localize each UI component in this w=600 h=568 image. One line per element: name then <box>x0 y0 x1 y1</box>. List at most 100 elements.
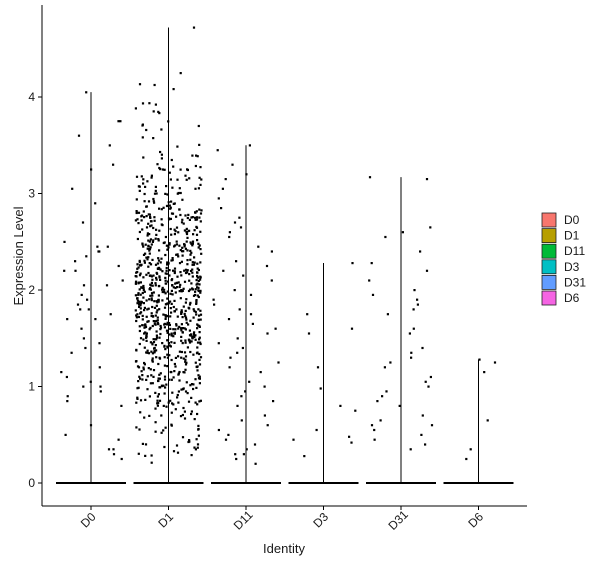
data-point <box>145 256 148 259</box>
data-point <box>147 222 150 225</box>
data-point <box>142 302 145 305</box>
data-point <box>162 404 165 407</box>
data-point <box>166 321 169 324</box>
data-point <box>158 229 161 232</box>
data-point <box>147 247 150 250</box>
data-point <box>194 378 197 381</box>
data-point <box>141 286 144 289</box>
data-point <box>138 342 141 346</box>
data-point <box>251 322 254 325</box>
data-point <box>136 302 139 305</box>
data-point <box>137 380 140 383</box>
data-point <box>240 395 243 398</box>
data-point <box>161 168 164 171</box>
data-point <box>157 239 160 242</box>
data-point <box>174 230 177 233</box>
data-point <box>150 224 153 227</box>
data-point <box>146 351 149 354</box>
data-point <box>168 354 171 357</box>
data-point <box>154 407 157 410</box>
data-point <box>151 357 154 360</box>
data-point <box>135 271 138 274</box>
data-point <box>146 320 149 323</box>
y-tick-label: 1 <box>28 380 35 394</box>
data-point <box>185 381 188 384</box>
data-point <box>170 332 173 335</box>
data-point <box>159 328 162 331</box>
data-point <box>180 339 183 342</box>
data-point <box>82 337 85 340</box>
data-point <box>121 279 124 282</box>
data-point <box>194 293 197 297</box>
data-point <box>197 242 200 245</box>
data-point <box>158 267 161 270</box>
data-point <box>189 301 192 304</box>
data-point <box>153 192 157 195</box>
data-point <box>143 261 146 264</box>
data-point <box>199 399 202 402</box>
data-point <box>150 314 153 318</box>
data-point <box>190 251 193 254</box>
data-point <box>150 176 153 179</box>
data-point <box>166 315 169 318</box>
data-point <box>153 300 156 303</box>
data-point <box>199 248 202 251</box>
data-point <box>137 266 140 269</box>
data-point <box>156 301 159 304</box>
data-point <box>187 323 190 326</box>
data-point <box>155 334 158 337</box>
data-point <box>151 359 154 362</box>
data-point <box>172 165 175 168</box>
data-point <box>168 333 171 336</box>
data-point <box>185 232 189 236</box>
data-point <box>142 366 145 369</box>
data-point <box>167 262 170 265</box>
data-point <box>70 351 73 354</box>
data-point <box>154 284 157 287</box>
data-point <box>174 291 177 294</box>
data-point <box>158 207 161 210</box>
data-point <box>152 239 155 242</box>
data-point <box>370 424 374 427</box>
data-point <box>157 238 160 241</box>
data-point <box>154 189 157 192</box>
data-point <box>159 261 162 264</box>
data-point <box>195 218 199 221</box>
data-point <box>153 201 156 204</box>
data-point <box>153 349 156 353</box>
data-point <box>182 327 185 330</box>
data-point <box>241 346 244 350</box>
data-point <box>138 230 141 234</box>
data-point <box>119 120 122 123</box>
data-point <box>180 350 183 354</box>
data-point <box>66 400 69 403</box>
data-point <box>242 453 245 456</box>
data-point <box>197 428 200 431</box>
data-point <box>141 318 144 321</box>
data-point <box>178 325 181 328</box>
data-point <box>177 390 180 393</box>
data-point <box>229 356 232 359</box>
data-point <box>150 297 153 300</box>
data-point <box>158 373 161 376</box>
data-point <box>153 351 156 354</box>
data-point <box>185 227 188 230</box>
data-point <box>162 241 165 245</box>
data-point <box>150 454 153 457</box>
data-point <box>217 342 220 345</box>
data-point <box>181 316 184 319</box>
data-point <box>165 323 169 326</box>
data-point <box>190 282 193 285</box>
data-point <box>188 218 191 221</box>
series-D31 <box>366 176 436 484</box>
data-point <box>199 291 202 294</box>
data-point <box>154 263 158 266</box>
data-point <box>165 282 168 285</box>
data-point <box>147 367 150 370</box>
data-point <box>156 272 159 275</box>
data-point <box>150 174 153 177</box>
data-point <box>153 219 156 222</box>
data-point <box>140 175 143 178</box>
data-point <box>151 240 154 243</box>
data-point <box>408 332 411 335</box>
